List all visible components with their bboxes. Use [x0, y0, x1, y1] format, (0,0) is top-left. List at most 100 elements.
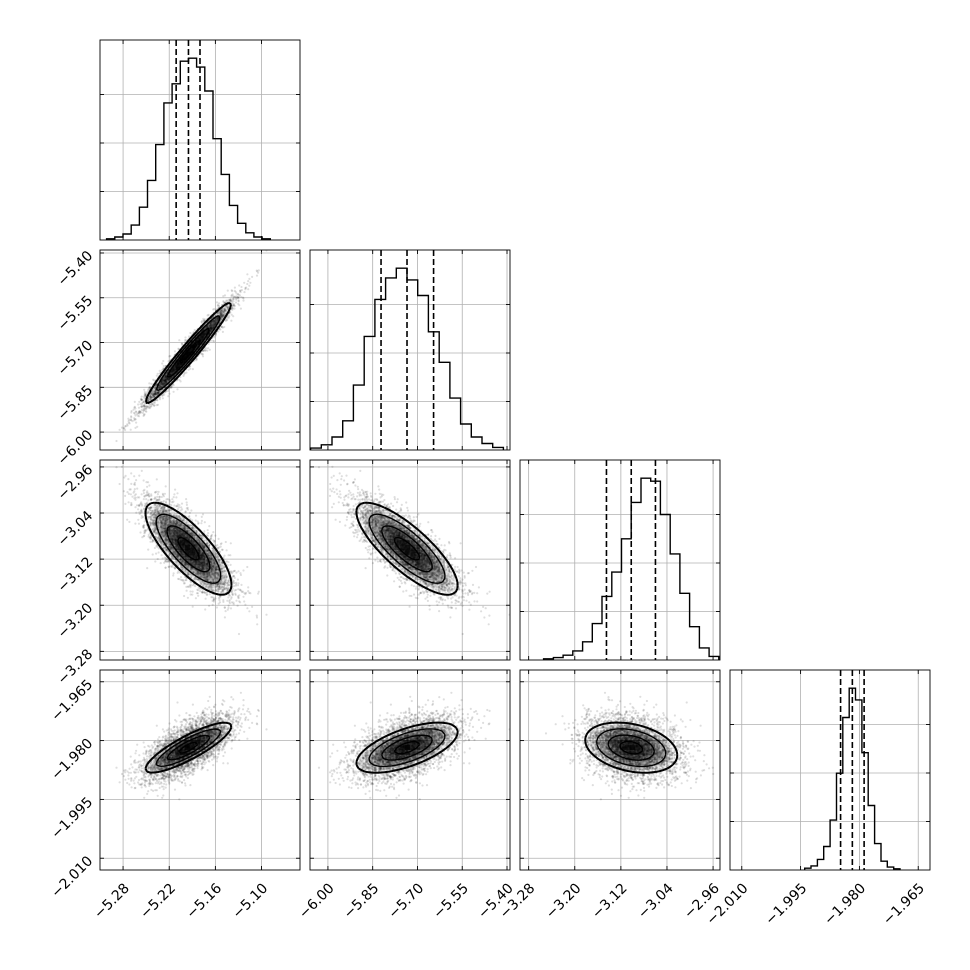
- sample-point: [192, 533, 195, 537]
- sample-point: [176, 555, 179, 558]
- sample-point: [187, 335, 191, 338]
- sample-point: [158, 385, 161, 388]
- sample-point: [174, 523, 177, 526]
- density-cell: [180, 365, 185, 370]
- sample-point: [169, 376, 172, 379]
- sample-point: [161, 381, 164, 384]
- sample-point: [214, 319, 217, 322]
- sample-point: [167, 379, 170, 382]
- sample-point: [155, 391, 158, 394]
- sample-point: [213, 322, 216, 325]
- sample-point: [247, 280, 250, 283]
- sample-point: [245, 286, 248, 289]
- sample-point: [173, 504, 176, 507]
- sample-point: [248, 277, 251, 280]
- sample-point: [162, 524, 165, 527]
- sample-point: [167, 378, 170, 381]
- sample-point: [179, 524, 182, 527]
- sample-point: [164, 522, 168, 526]
- sample-point: [220, 312, 223, 315]
- sample-point: [207, 347, 210, 350]
- density-cell: [150, 395, 155, 400]
- sample-point: [159, 385, 162, 388]
- sample-point: [221, 311, 224, 314]
- sample-point: [205, 564, 208, 568]
- sample-point: [147, 388, 150, 391]
- sample-point: [233, 289, 236, 292]
- sample-point: [165, 379, 168, 383]
- sample-point: [190, 533, 193, 536]
- sample-point: [167, 509, 170, 513]
- sample-point: [223, 309, 226, 312]
- sample-point: [153, 522, 156, 526]
- sample-point: [213, 324, 216, 327]
- sample-point: [208, 325, 211, 328]
- sample-point: [165, 521, 168, 524]
- sample-point: [223, 301, 227, 304]
- sample-point: [210, 325, 213, 328]
- sample-point: [243, 291, 246, 294]
- sample-point: [167, 379, 170, 382]
- sample-point: [148, 386, 151, 389]
- density-cell: [160, 380, 165, 385]
- sample-point: [216, 316, 219, 320]
- sample-point: [163, 377, 166, 380]
- sample-point: [148, 397, 151, 400]
- sample-point: [148, 405, 151, 408]
- sample-point: [158, 509, 162, 512]
- sample-point: [212, 324, 215, 328]
- sample-point: [208, 348, 211, 351]
- sample-point: [163, 379, 166, 382]
- sample-point: [222, 295, 225, 298]
- sample-point: [214, 317, 217, 320]
- sample-point: [153, 513, 156, 516]
- sample-point: [146, 510, 149, 513]
- sample-point: [202, 333, 205, 336]
- sample-point: [142, 404, 145, 407]
- sample-point: [149, 397, 152, 400]
- sample-point: [153, 386, 156, 389]
- sample-point: [155, 512, 158, 516]
- sample-point: [130, 419, 133, 422]
- sample-point: [230, 300, 233, 303]
- sample-point: [169, 547, 173, 550]
- sample-point: [172, 556, 175, 560]
- sample-point: [143, 396, 146, 400]
- sample-point: [213, 319, 216, 323]
- sample-point: [123, 427, 126, 430]
- sample-point: [255, 274, 259, 277]
- sample-point: [151, 390, 154, 393]
- sample-point: [164, 379, 167, 382]
- sample-point: [167, 377, 170, 381]
- sample-point: [210, 323, 213, 326]
- sample-point: [157, 512, 160, 516]
- sample-point: [209, 583, 212, 586]
- sample-point: [163, 382, 167, 385]
- sample-point: [220, 325, 224, 329]
- density-cell: [175, 370, 180, 375]
- sample-point: [167, 395, 170, 398]
- sample-point: [172, 384, 175, 387]
- sample-point: [130, 416, 133, 419]
- sample-point: [158, 385, 161, 388]
- sample-point: [212, 320, 215, 323]
- sample-point: [225, 309, 228, 313]
- sample-point: [153, 392, 156, 395]
- sample-point: [197, 522, 200, 525]
- sample-point: [227, 596, 230, 599]
- sample-point: [201, 542, 204, 546]
- sample-point: [221, 314, 225, 317]
- sample-point: [169, 377, 172, 380]
- sample-point: [156, 390, 159, 393]
- sample-point: [221, 315, 224, 318]
- sample-point: [220, 314, 223, 317]
- sample-point: [165, 538, 168, 542]
- sample-point: [138, 410, 141, 413]
- sample-point: [154, 390, 157, 393]
- sample-point: [155, 536, 158, 540]
- sample-point: [134, 418, 137, 421]
- sample-point: [147, 399, 150, 402]
- sample-point: [211, 322, 214, 326]
- sample-point: [130, 411, 133, 414]
- sample-point: [142, 413, 146, 416]
